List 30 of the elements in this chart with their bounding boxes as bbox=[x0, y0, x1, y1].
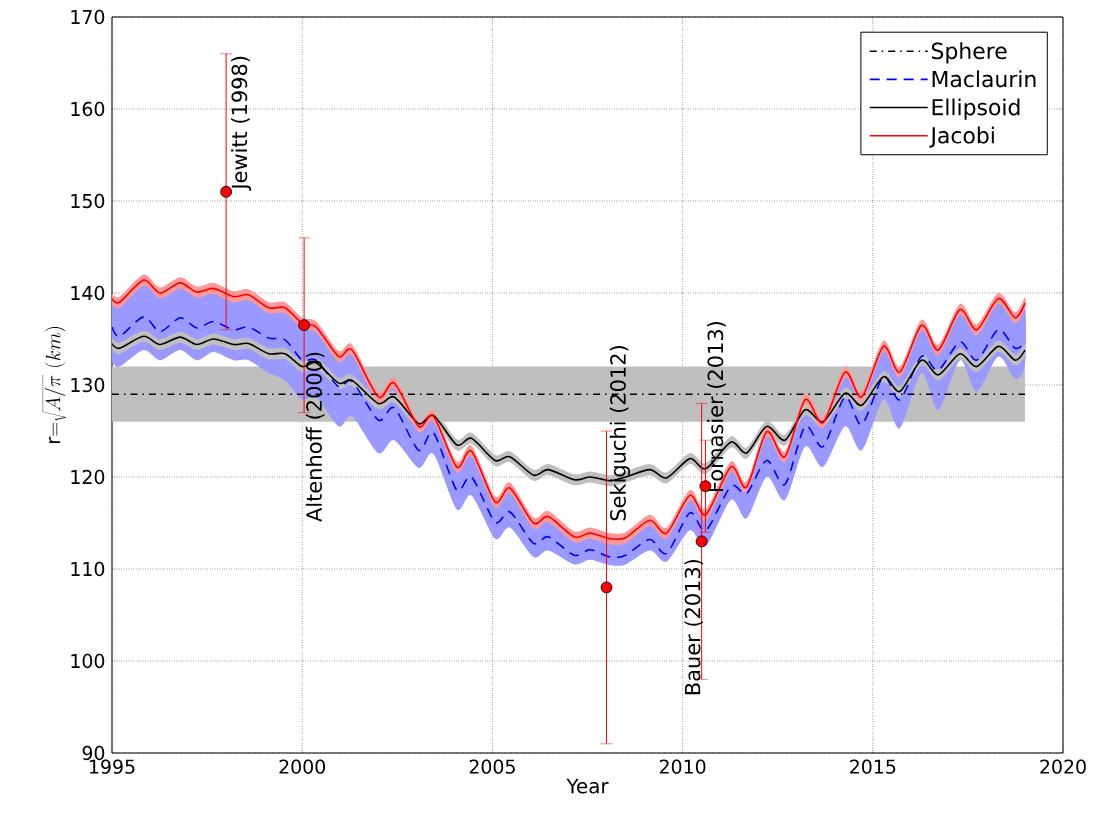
y-tick-label: 120 bbox=[71, 469, 105, 485]
point bbox=[600, 581, 613, 594]
x-tick-label: 2015 bbox=[850, 759, 896, 774]
legend-label: Ellipsoid bbox=[932, 98, 1020, 120]
x-tick-label: 2000 bbox=[279, 759, 326, 774]
x-tick-label: 2010 bbox=[659, 759, 706, 774]
y-tick-label: 90 bbox=[82, 745, 105, 761]
y-axis-title: $\mathrm{r}{=}\sqrt{A/\pi}~(km)$ bbox=[42, 326, 67, 444]
annotation: Bauer (2013) bbox=[684, 559, 703, 695]
legend-label: Maclaurin bbox=[932, 70, 1036, 88]
annotation: Jewitt (1998) bbox=[231, 56, 252, 191]
annotation: Fornasier (2013) bbox=[707, 322, 726, 491]
annotation: Sekiguchi (2012) bbox=[609, 346, 630, 521]
y-tick-label: 160 bbox=[71, 101, 105, 117]
y-tick-label: 150 bbox=[71, 193, 105, 209]
x-tick-label: 2005 bbox=[469, 759, 515, 774]
y-tick-label: 100 bbox=[71, 653, 105, 669]
y-tick-label: 110 bbox=[71, 561, 105, 577]
point bbox=[298, 319, 311, 332]
legend-label: Sphere bbox=[931, 42, 1007, 64]
x-tick-label: 2020 bbox=[1040, 759, 1086, 774]
point bbox=[695, 535, 708, 548]
x-axis-title: Year bbox=[566, 778, 609, 794]
annotation: Altenhoff (2000) bbox=[305, 352, 325, 522]
legend-label: Jacobi bbox=[929, 126, 994, 148]
x-tick-label: 1995 bbox=[89, 759, 135, 774]
y-tick-label: 140 bbox=[71, 285, 105, 301]
y-tick-label: 130 bbox=[71, 377, 105, 393]
point bbox=[220, 185, 233, 198]
y-tick-label: 170 bbox=[71, 9, 105, 25]
